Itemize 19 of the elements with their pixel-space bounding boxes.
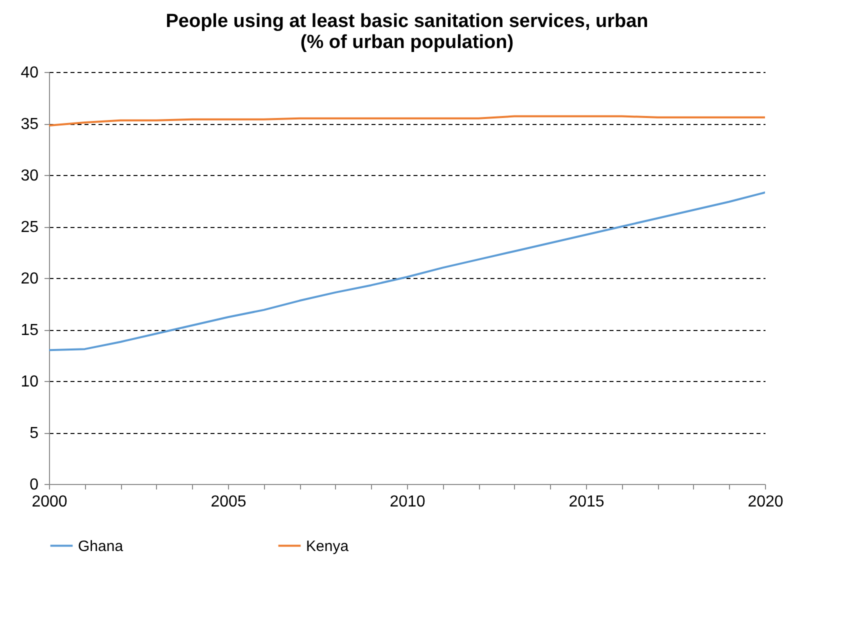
y-tick-label: 30: [20, 168, 39, 184]
x-tick-label: 2020: [748, 494, 784, 510]
y-tick-label: 35: [20, 116, 39, 133]
y-tick-label: 0: [30, 476, 39, 494]
x-tick-label: 2000: [32, 494, 68, 510]
line-series: [49, 192, 765, 352]
line-series: [49, 115, 765, 127]
legend-label: Ghana: [78, 538, 124, 555]
x-tick-label: 2015: [568, 494, 604, 510]
y-tick-label: 40: [20, 64, 39, 82]
chart-title: People using at least basic sanitation services, urban (% of urban population): [166, 11, 648, 53]
y-tick-label: 20: [20, 270, 39, 288]
x-tick-label: 2005: [210, 494, 246, 510]
legend-label: Kenya: [306, 538, 350, 555]
y-tick-label: 5: [30, 425, 39, 442]
y-tick-label: 15: [20, 322, 39, 339]
y-tick-label: 10: [20, 374, 39, 390]
x-tick-label: 2010: [390, 494, 426, 510]
y-tick-label: 25: [20, 219, 39, 236]
